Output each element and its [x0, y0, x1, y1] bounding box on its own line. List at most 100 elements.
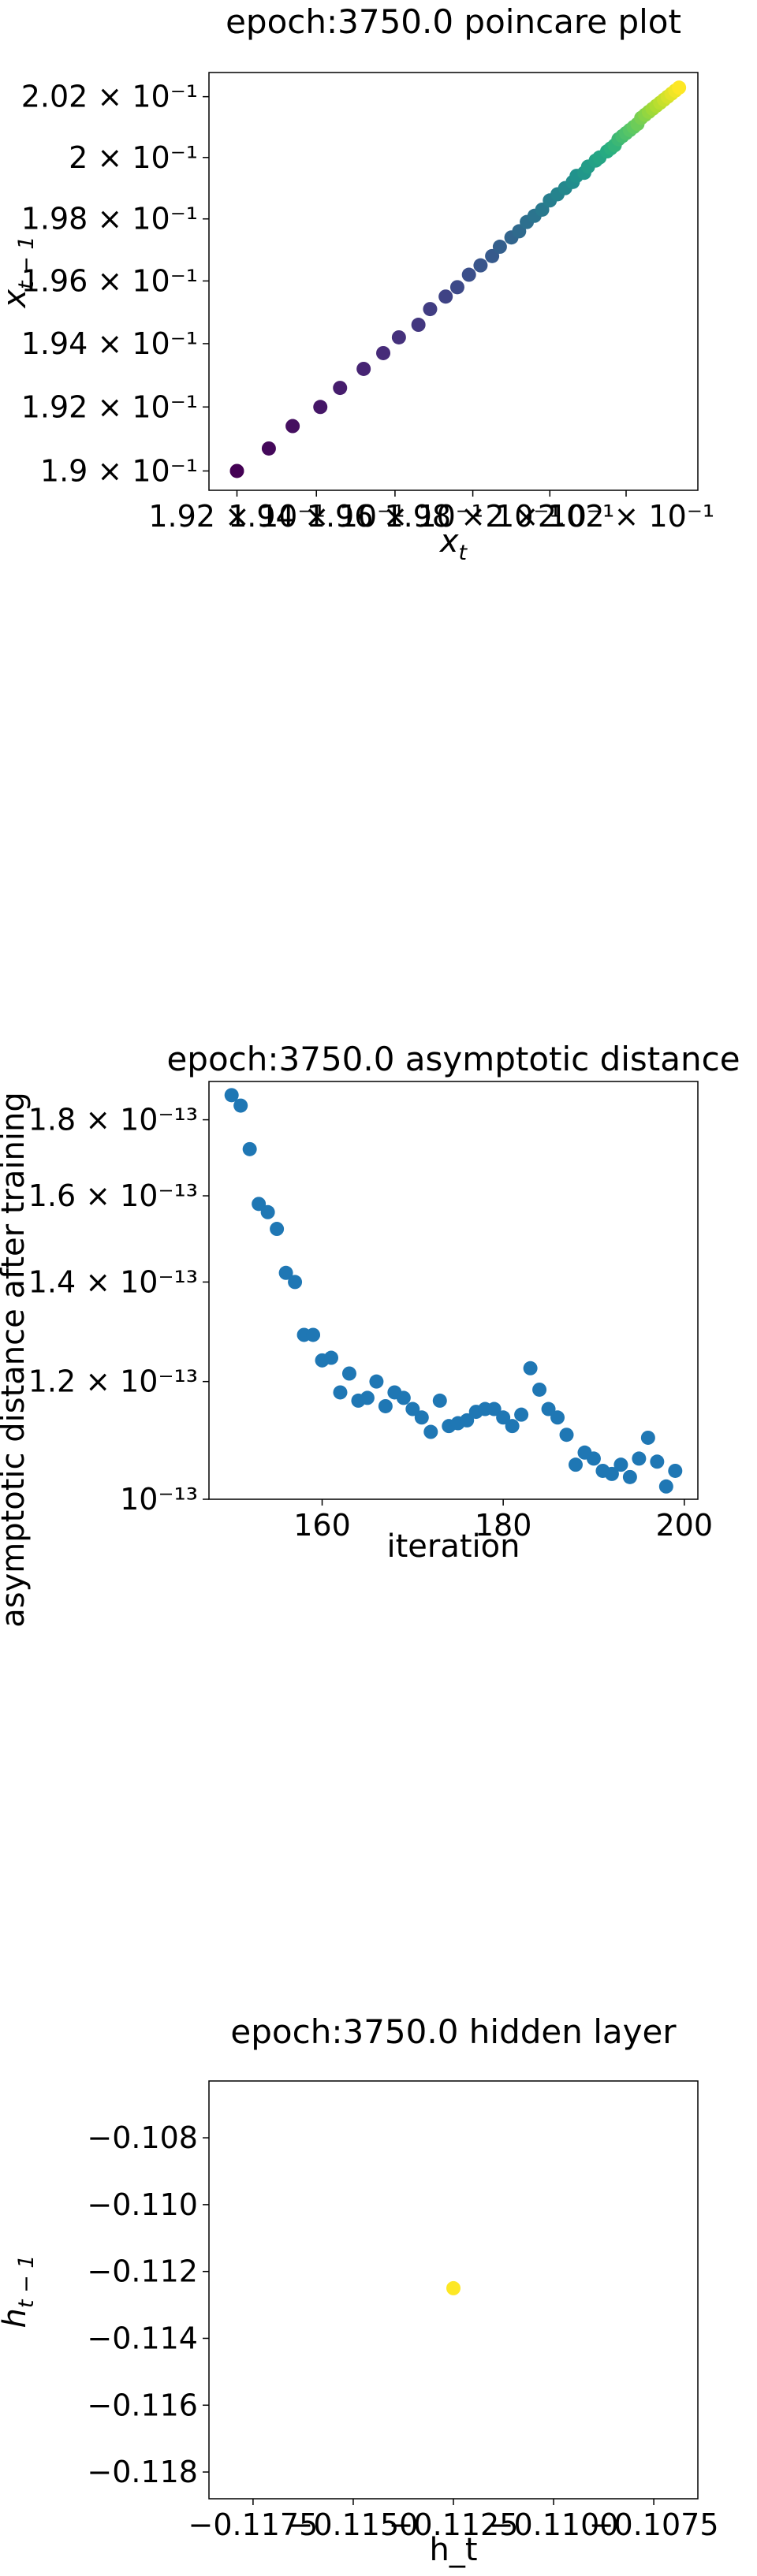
- x-tick-label: 2.02 × 10⁻¹: [538, 499, 714, 534]
- data-point: [446, 2280, 461, 2295]
- data-point: [586, 1451, 601, 1466]
- poincare-chart: epoch:3750.0 poincare plot xt − 1 xt 1.9…: [0, 2, 714, 565]
- data-point: [604, 1466, 619, 1481]
- y-tick-label: 2 × 10⁻¹: [69, 140, 198, 175]
- hidden-plot-frame: [208, 2080, 699, 2500]
- data-point: [341, 1366, 356, 1381]
- data-point: [261, 441, 276, 456]
- data-point: [313, 400, 328, 415]
- y-tick-label: 2.02 × 10⁻¹: [21, 80, 198, 114]
- data-point: [414, 1410, 429, 1425]
- data-point: [505, 1419, 520, 1434]
- data-point: [396, 1390, 411, 1405]
- data-point: [658, 1479, 673, 1494]
- distance-y-axis-label-wrap: asymptotic distance after training: [0, 1092, 32, 1628]
- svg-text:xt − 1: xt − 1: [0, 236, 39, 309]
- x-tick-label: −0.1150: [289, 2507, 419, 2542]
- data-point: [242, 1141, 257, 1156]
- x-tick-label: 200: [656, 1508, 714, 1543]
- data-point: [324, 1350, 338, 1365]
- poincare-tick-group: 1.92 × 10⁻¹1.94 × 10⁻¹1.96 × 10⁻¹1.98 × …: [21, 80, 714, 534]
- data-point: [460, 1413, 475, 1428]
- x-tick-label: −0.1100: [489, 2507, 619, 2542]
- data-point: [640, 1430, 655, 1445]
- distance-chart: epoch:3750.0 asymptotic distance asympto…: [0, 1040, 740, 1628]
- hidden-x-axis-label: h_t: [429, 2532, 477, 2568]
- x-tick-label: 1.92 × 10⁻¹: [148, 499, 325, 534]
- y-tick-label: −0.112: [87, 2254, 198, 2289]
- data-point: [270, 1222, 285, 1237]
- distance-plot-frame: [208, 1081, 699, 1500]
- y-tick-label: −0.114: [87, 2321, 198, 2355]
- data-point: [369, 1374, 384, 1389]
- data-point: [672, 80, 687, 95]
- data-point: [622, 1469, 637, 1484]
- data-point: [224, 1088, 239, 1103]
- hidden-points: [446, 2280, 461, 2295]
- data-point: [233, 1098, 248, 1113]
- data-point: [632, 1451, 647, 1466]
- y-tick-label: 1.6 × 10⁻¹³: [28, 1178, 198, 1213]
- data-point: [473, 258, 488, 273]
- y-tick-label: −0.108: [87, 2120, 198, 2155]
- data-point: [260, 1204, 275, 1219]
- y-tick-label: 10⁻¹³: [120, 1482, 198, 1517]
- data-point: [496, 1410, 511, 1425]
- x-tick-label: 1.98 × 10⁻¹: [384, 499, 561, 534]
- y-tick-label: 1.9 × 10⁻¹: [40, 453, 198, 488]
- svg-text:ht − 1: ht − 1: [0, 2255, 39, 2328]
- distance-x-axis-label: iteration: [387, 1528, 520, 1565]
- data-point: [668, 1463, 683, 1478]
- x-tick-label: 1.94 × 10⁻¹: [228, 499, 405, 534]
- y-tick-label: 1.94 × 10⁻¹: [21, 326, 198, 361]
- data-point: [423, 1424, 438, 1439]
- data-point: [559, 1428, 574, 1442]
- data-point: [613, 1457, 628, 1472]
- y-tick-label: 1.4 × 10⁻¹³: [28, 1264, 198, 1299]
- y-tick-label: 1.92 × 10⁻¹: [21, 389, 198, 424]
- x-tick-label: 2 × 10⁻¹: [485, 499, 614, 534]
- x-tick-label: −0.1075: [589, 2507, 719, 2542]
- y-tick-label: −0.118: [87, 2455, 198, 2489]
- data-point: [391, 329, 406, 344]
- data-point: [411, 318, 426, 333]
- y-tick-label: 1.96 × 10⁻¹: [21, 263, 198, 298]
- distance-title: epoch:3750.0 asymptotic distance: [166, 1040, 740, 1078]
- poincare-points: [229, 80, 687, 478]
- data-point: [378, 1398, 393, 1413]
- hidden-y-axis-label-wrap: ht − 1: [0, 2255, 39, 2328]
- data-point: [229, 463, 244, 478]
- poincare-title: epoch:3750.0 poincare plot: [226, 2, 681, 41]
- distance-points: [224, 1088, 683, 1494]
- data-point: [360, 1390, 375, 1405]
- x-tick-label: 180: [475, 1508, 532, 1543]
- data-point: [278, 1265, 293, 1280]
- data-point: [541, 1402, 556, 1416]
- data-point: [550, 1410, 565, 1425]
- data-point: [288, 1275, 303, 1290]
- y-tick-label: −0.110: [87, 2187, 198, 2222]
- data-point: [423, 302, 438, 317]
- hidden-title: epoch:3750.0 hidden layer: [230, 2012, 677, 2051]
- data-point: [532, 1382, 547, 1397]
- data-point: [405, 1402, 420, 1416]
- y-tick-label: 1.8 × 10⁻¹³: [28, 1103, 198, 1137]
- distance-tick-group: 160 180 200 10⁻¹³ 1.2 × 10⁻¹³ 1.4 × 10⁻¹³ 1.6 …: [28, 1103, 713, 1543]
- data-point: [650, 1454, 665, 1469]
- hidden-tick-group: −0.1175−0.1150−0.1125−0.1100−0.1075 −0.11…: [87, 2120, 718, 2542]
- poincare-y-axis-label: xt − 1: [0, 236, 39, 309]
- x-tick-label: 1.96 × 10⁻¹: [307, 499, 483, 534]
- data-point: [432, 1393, 447, 1408]
- data-point: [485, 248, 500, 263]
- data-point: [569, 1457, 583, 1472]
- data-point: [449, 280, 464, 295]
- data-point: [333, 1385, 348, 1400]
- y-tick-label: −0.116: [87, 2388, 198, 2422]
- data-point: [514, 1407, 529, 1422]
- data-point: [252, 1197, 267, 1212]
- x-tick-label: −0.1125: [389, 2507, 519, 2542]
- data-point: [492, 240, 507, 255]
- y-tick-label: 1.98 × 10⁻¹: [21, 202, 198, 236]
- distance-y-axis-label: asymptotic distance after training: [0, 1092, 32, 1628]
